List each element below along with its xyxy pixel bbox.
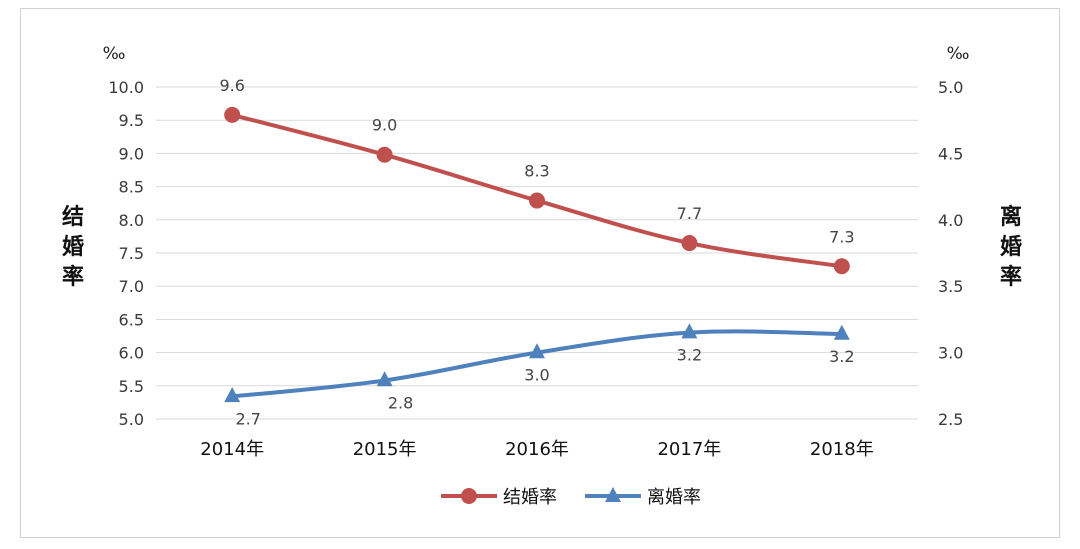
legend-label-1: 结婚率 <box>503 487 557 508</box>
right-tick-label: 4.5 <box>938 144 963 163</box>
data-point-2 <box>224 387 241 403</box>
data-point-2 <box>529 343 545 359</box>
right-axis-unit: ‰ <box>947 44 970 64</box>
right-axis-title: 离婚率 <box>1000 204 1022 290</box>
legend-marker-2 <box>605 487 621 502</box>
data-label-2: 3.2 <box>677 346 702 365</box>
data-label-1: 7.7 <box>677 204 702 223</box>
right-tick-label: 4.0 <box>938 211 963 230</box>
right-tick-label: 5.0 <box>938 78 963 97</box>
legend-label-2: 离婚率 <box>647 487 701 508</box>
left-tick-label: 8.0 <box>119 211 144 230</box>
data-point-2 <box>681 323 698 339</box>
left-axis-unit: ‰ <box>103 44 126 64</box>
data-label-1: 9.6 <box>219 76 244 95</box>
data-label-1: 8.3 <box>524 162 549 181</box>
data-label-2: 2.8 <box>388 393 413 412</box>
left-tick-label: 5.0 <box>119 410 144 429</box>
left-tick-label: 9.5 <box>119 111 144 130</box>
data-label-2: 3.2 <box>829 347 854 366</box>
left-tick-label: 6.5 <box>119 310 144 329</box>
data-label-2: 3.0 <box>524 366 549 385</box>
left-tick-label: 5.5 <box>119 377 144 396</box>
left-tick-label: 7.5 <box>119 244 144 263</box>
left-tick-label: 8.5 <box>119 178 144 197</box>
series-line-1 <box>231 112 843 269</box>
data-point-1 <box>681 235 698 252</box>
legend-marker-1 <box>461 488 477 504</box>
data-point-2 <box>833 324 850 340</box>
chart-svg: 5.0 5.5 6.0 6.5 7.0 7.5 8.0 8.5 9.0 9.5 10.0 2.5 3.0… <box>62 44 1022 508</box>
x-category-label: 2015年 <box>353 439 417 460</box>
chart-frame: 5.0 5.5 6.0 6.5 7.0 7.5 8.0 8.5 9.0 9.5 10.0 2.5 3.0… <box>20 8 1060 538</box>
data-label-1: 7.3 <box>829 227 854 246</box>
left-tick-label: 7.0 <box>119 277 144 296</box>
data-label-2: 2.7 <box>235 409 260 428</box>
series-line-2 <box>231 329 842 399</box>
data-point-1 <box>833 258 850 275</box>
data-label-1: 9.0 <box>372 116 397 135</box>
right-tick-label: 2.5 <box>938 410 963 429</box>
left-tick-label: 6.0 <box>119 344 144 363</box>
data-point-1 <box>529 192 545 209</box>
data-point-1 <box>224 106 241 123</box>
x-category-label: 2014年 <box>200 439 264 460</box>
x-category-label: 2016年 <box>505 439 569 460</box>
left-tick-label: 10.0 <box>108 78 144 97</box>
data-point-2 <box>376 371 393 387</box>
x-category-label: 2017年 <box>657 439 721 460</box>
left-tick-label: 9.0 <box>119 144 144 163</box>
right-tick-label: 3.0 <box>938 344 963 363</box>
left-axis-title: 结婚率 <box>62 204 84 290</box>
x-category-label: 2018年 <box>810 439 874 460</box>
data-point-1 <box>376 146 393 163</box>
right-tick-label: 3.5 <box>938 277 963 296</box>
